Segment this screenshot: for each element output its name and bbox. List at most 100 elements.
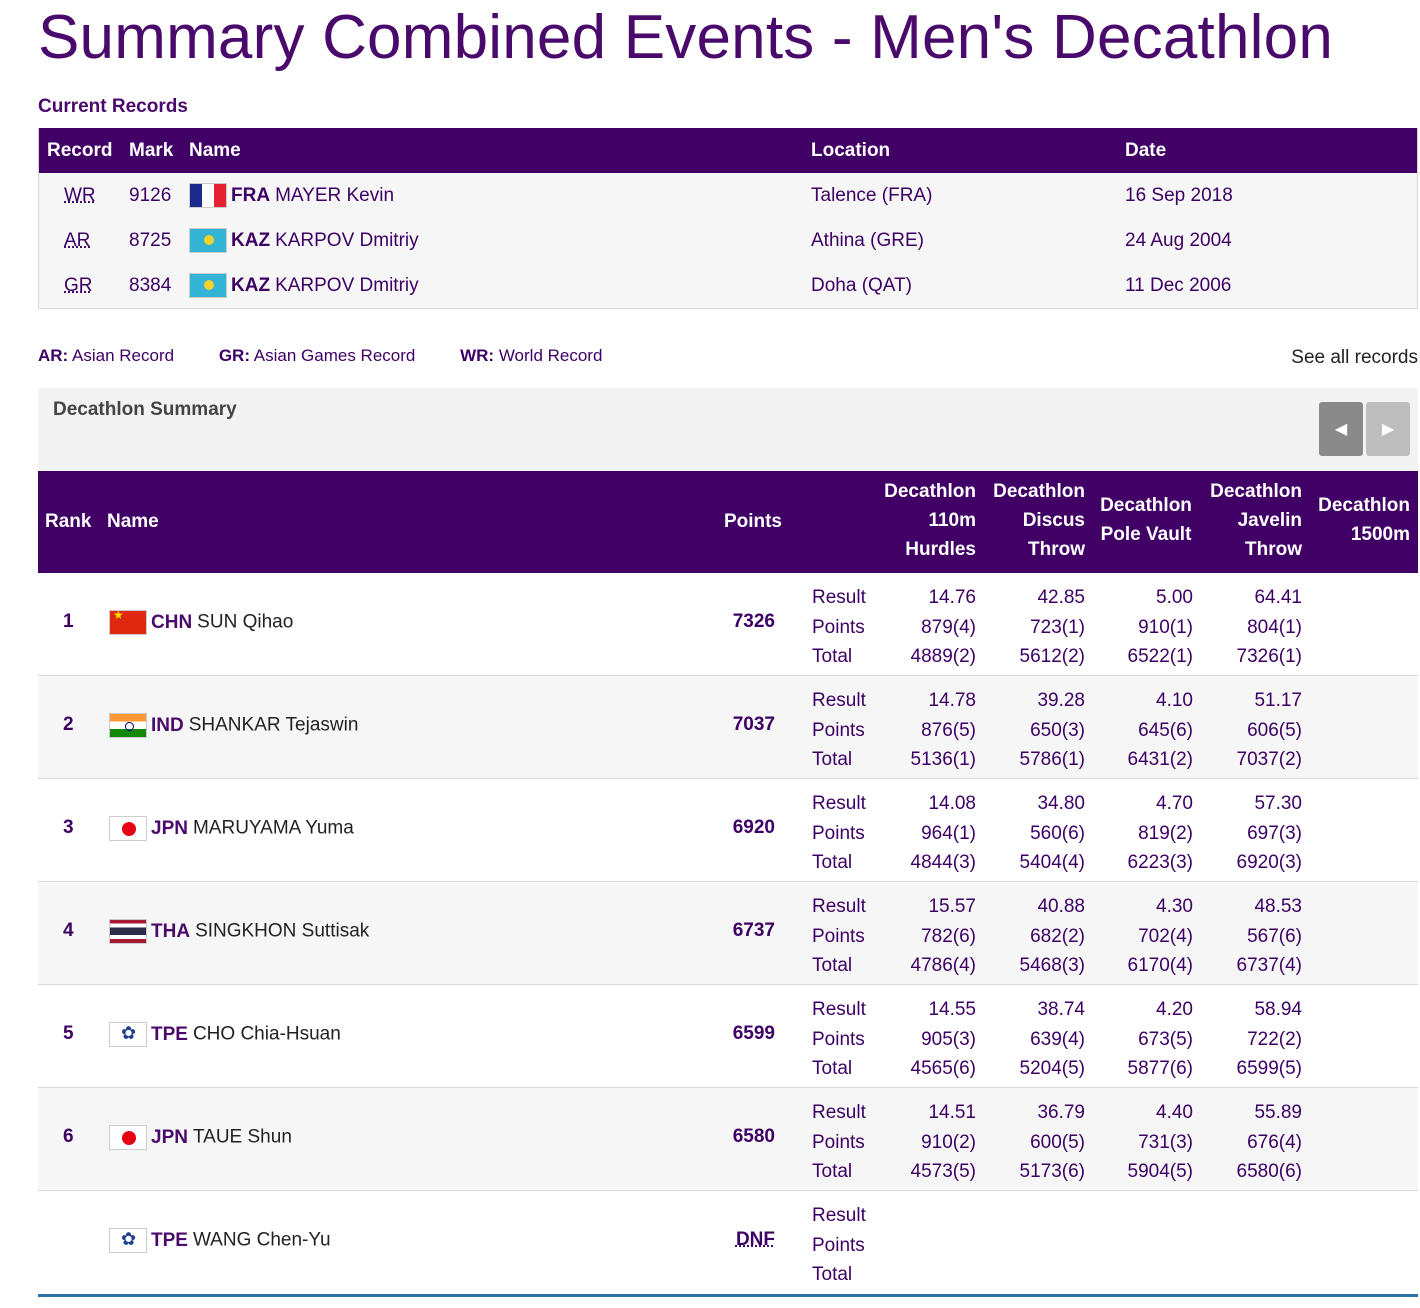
athlete-name[interactable]: JPN MARUYAMA Yuma [109,816,354,841]
see-all-records-link[interactable]: See all records [1291,347,1418,368]
athlete-points: 6580 [732,1126,775,1147]
record-holder-name: MAYER Kevin [275,185,395,206]
records-header-row: Record Mark Name Location Date [39,128,1417,173]
records-heading: Current Records [38,96,188,117]
javelin-values: 55.89 676(4) 6580(6) [1236,1102,1303,1182]
table-row: 4 THA SINGKHON Suttisak 6737 Result Points… [38,882,1418,985]
record-date: 11 Dec 2006 [1125,275,1232,296]
record-holder[interactable]: KAZ KARPOV Dmitriy [189,218,419,263]
athlete-rank: 2 [63,714,74,735]
china-flag-icon [109,610,147,635]
record-location: Talence (FRA) [811,185,933,206]
kazakhstan-flag-icon [189,228,227,254]
thailand-flag-icon [109,919,147,944]
page-title: Summary Combined Events - Men's Decathlo… [38,3,1334,72]
athlete-points: DNF [735,1229,775,1250]
col-javelin-throw[interactable]: Decathlon Javelin Throw [1210,481,1302,560]
records-col-location: Location [811,140,891,161]
hurdles-values: 14.08 964(1) 4844(3) [910,793,977,873]
records-legend: AR: Asian Record GR: Asian Games Record … [38,346,602,366]
athlete-rank: 6 [63,1126,74,1147]
athlete-rank: 1 [63,611,74,632]
record-holder[interactable]: KAZ KARPOV Dmitriy [189,263,419,308]
pole-vault-values: 4.40 731(3) 5904(5) [1127,1102,1194,1182]
col-1500m[interactable]: Decathlon 1500m [1318,495,1410,545]
athlete-points: 7326 [732,611,775,632]
japan-flag-icon [109,1125,147,1150]
javelin-values: 58.94 722(2) 6599(5) [1236,999,1303,1079]
table-row: 3 JPN MARUYAMA Yuma 6920 Result Points Tota… [38,779,1418,882]
row-labels: Result Points Total [812,1102,866,1182]
chinese-taipei-flag-icon [109,1228,147,1253]
discus-values: 34.80 560(6) 5404(4) [1019,793,1086,873]
record-holder-name: KARPOV Dmitriy [275,275,419,296]
discus-values: 42.85 723(1) 5612(2) [1019,587,1086,667]
scroll-right-button[interactable]: ▶ [1366,402,1410,456]
row-labels: Result Points Total [812,999,866,1079]
discus-values: 40.88 682(2) 5468(3) [1019,896,1086,976]
discus-values: 39.28 650(3) 5786(1) [1019,690,1086,770]
summary-panel: Decathlon Summary ◀ ▶ [38,388,1418,471]
athlete-name[interactable]: IND SHANKAR Tejaswin [109,713,358,738]
record-row: GR 8384 KAZ KARPOV Dmitriy Doha (QAT) 11 … [39,263,1417,308]
scroll-left-button[interactable]: ◀ [1319,402,1363,456]
record-mark: 9126 [129,185,172,206]
athlete-points: 6737 [732,920,775,941]
pole-vault-values: 4.70 819(2) 6223(3) [1127,793,1194,873]
row-labels: Result Points Total [812,587,866,667]
summary-header-row: Rank Name Points Decathlon 110m Hurdles De… [38,471,1418,573]
hurdles-values: 14.55 905(3) 4565(6) [910,999,977,1079]
caret-right-icon: ▶ [1381,421,1395,438]
record-location: Athina (GRE) [811,230,924,251]
hurdles-values: 14.78 876(5) 5136(1) [910,690,977,770]
record-holder[interactable]: FRA MAYER Kevin [189,173,394,218]
col-points: Points [723,511,782,532]
record-location: Doha (QAT) [811,275,913,296]
discus-values: 36.79 600(5) 5173(6) [1019,1102,1086,1182]
pole-vault-values: 5.00 910(1) 6522(1) [1127,587,1194,667]
athlete-points: 6599 [732,1023,775,1044]
athlete-name[interactable]: JPN TAUE Shun [109,1125,292,1150]
table-row: 2 IND SHANKAR Tejaswin 7037 Result Points T… [38,676,1418,779]
table-row: 6 JPN TAUE Shun 6580 Result Points Total 14… [38,1088,1418,1191]
records-col-date: Date [1125,140,1167,161]
legend-wr: WR: World Record [460,346,603,365]
col-rank: Rank [45,511,92,532]
hurdles-values: 14.51 910(2) 4573(5) [910,1102,977,1182]
kazakhstan-flag-icon [189,273,227,299]
table-bottom-border [38,1294,1418,1297]
col-discus-throw[interactable]: Decathlon Discus Throw [993,481,1085,560]
row-labels: Result Points Total [812,896,866,976]
legend-ar: AR: Asian Record [38,346,175,365]
record-row: WR 9126 FRA MAYER Kevin Talence (FRA) 16 … [39,173,1417,218]
javelin-values: 57.30 697(3) 6920(3) [1236,793,1303,873]
row-labels: Result Points Total [812,690,866,770]
athlete-name[interactable]: THA SINGKHON Suttisak [109,919,369,944]
record-type: GR [64,275,93,296]
summary-title: Decathlon Summary [53,399,237,420]
chinese-taipei-flag-icon [109,1022,147,1047]
record-type: AR [64,230,91,251]
athlete-points: 7037 [732,714,775,735]
record-type: WR [64,185,96,206]
record-noc: KAZ [231,230,271,251]
record-noc: KAZ [231,275,271,296]
athlete-rank: 4 [63,920,74,941]
col-110m-hurdles[interactable]: Decathlon 110m Hurdles [884,481,976,560]
javelin-values: 51.17 606(5) 7037(2) [1236,690,1303,770]
records-col-mark: Mark [129,140,174,161]
col-name: Name [107,511,159,532]
row-labels: Result Points Total [812,793,866,873]
athlete-points: 6920 [732,817,775,838]
record-row: AR 8725 KAZ KARPOV Dmitriy Athina (GRE) 2… [39,218,1417,263]
pole-vault-values: 4.30 702(4) 6170(4) [1127,896,1194,976]
pole-vault-values: 4.20 673(5) 5877(6) [1127,999,1194,1079]
legend-gr: GR: Asian Games Record [218,346,416,365]
col-pole-vault[interactable]: Decathlon Pole Vault [1100,495,1192,545]
record-noc: FRA [231,185,271,206]
